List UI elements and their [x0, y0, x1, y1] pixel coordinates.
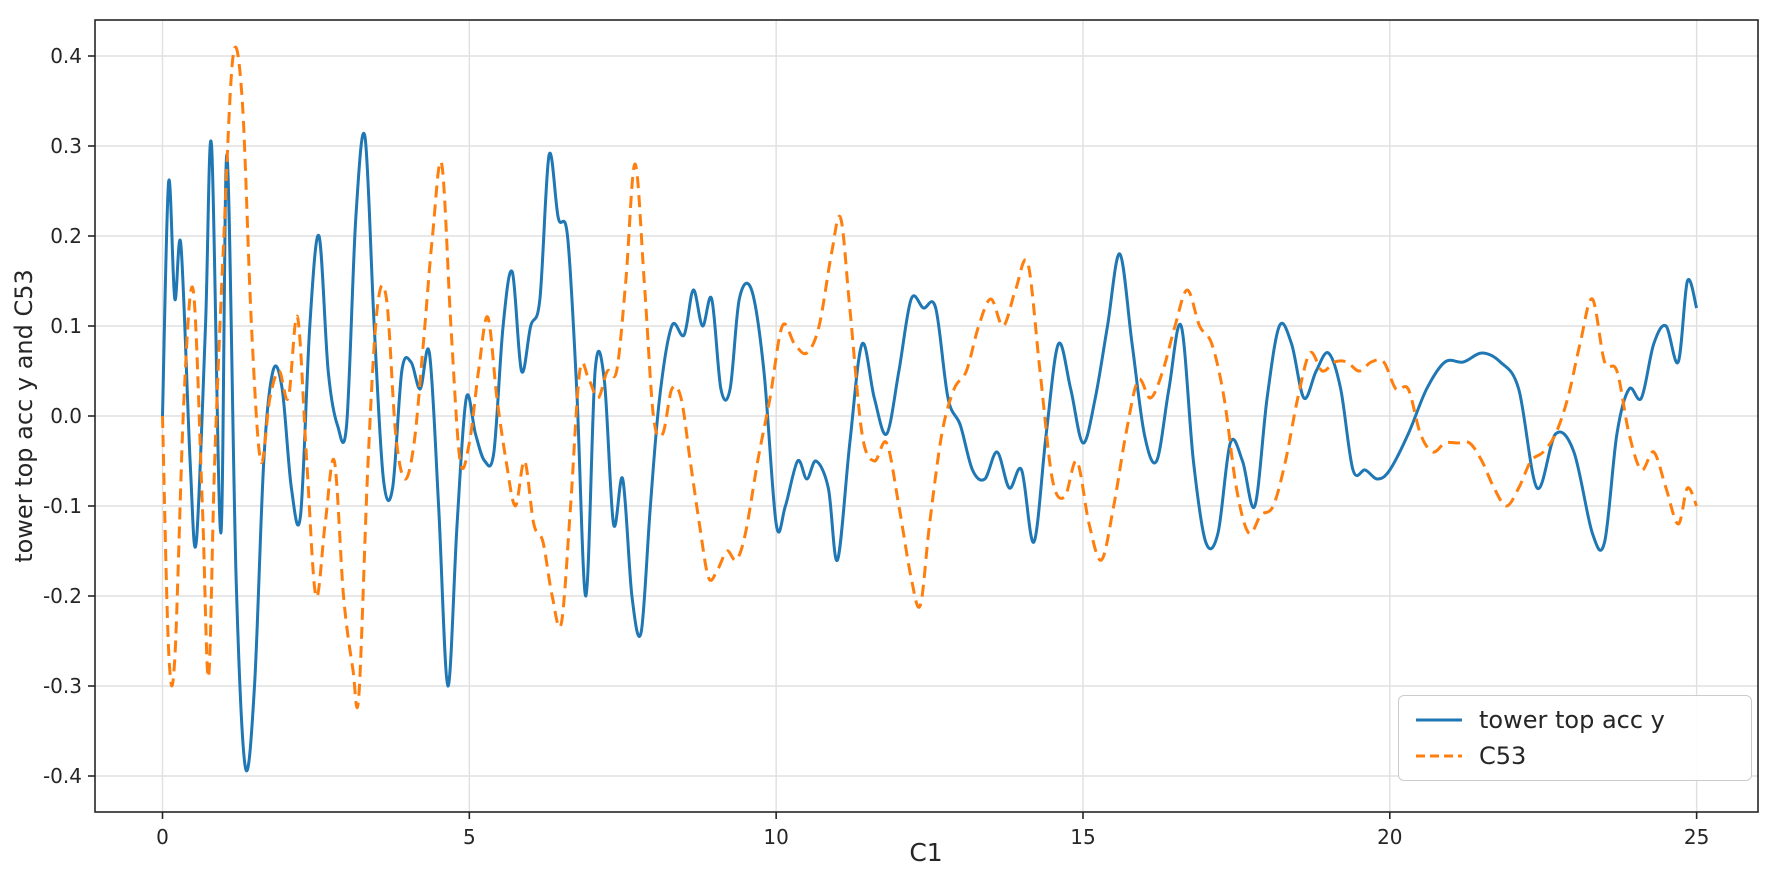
series-line-c53	[161, 45, 1698, 710]
x-tick-label: 15	[1070, 825, 1095, 849]
x-axis-label: C1	[909, 838, 943, 867]
y-tick-label: 0.0	[50, 404, 82, 428]
legend-entry-tower-top-acc-y: tower top acc y	[1415, 708, 1735, 732]
legend-entry-c53: C53	[1415, 744, 1735, 768]
y-axis-label: tower top acc y and C53	[10, 269, 38, 563]
y-tick-label: 0.3	[50, 134, 82, 158]
x-tick-label: 25	[1684, 825, 1709, 849]
legend-label-tower-top-acc-y: tower top acc y	[1479, 706, 1665, 734]
y-tick-label: -0.3	[43, 674, 82, 698]
y-tick-label: -0.4	[43, 764, 82, 788]
x-tick-label: 10	[763, 825, 788, 849]
x-tick-label: 5	[463, 825, 476, 849]
legend-dashed-line-icon	[1416, 754, 1462, 758]
tick-marks	[88, 55, 1698, 819]
y-tick-label: -0.2	[43, 584, 82, 608]
legend-label-c53: C53	[1479, 742, 1527, 770]
y-tick-label: 0.4	[50, 44, 82, 68]
y-tick-label: 0.2	[50, 224, 82, 248]
gridlines	[95, 20, 1758, 812]
y-tick-label: 0.1	[50, 314, 82, 338]
y-tick-label: -0.1	[43, 494, 82, 518]
series-line-tower-top-acc-y	[161, 132, 1699, 773]
legend: tower top acc y C53	[1398, 695, 1752, 781]
x-tick-label: 0	[156, 825, 169, 849]
tick-labels: 0 5 10 15 20 25 -0.4 -0.3 -0.2 -0.1 0.0 0.1 0.2 0.3 0.…	[43, 44, 1709, 849]
legend-solid-line-icon	[1416, 718, 1462, 722]
x-tick-label: 20	[1377, 825, 1402, 849]
